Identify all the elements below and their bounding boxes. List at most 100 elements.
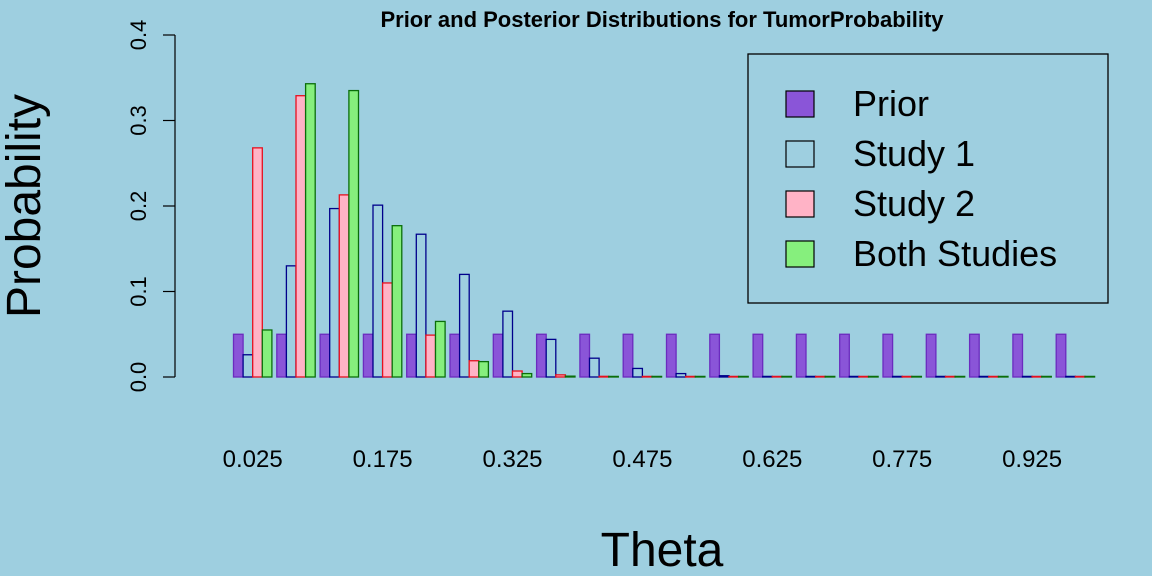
bar-study-1-0.575: Study 1 @ 0.575: 0.0015 bbox=[719, 376, 729, 377]
y-tick-label: 0.1 bbox=[126, 276, 151, 307]
bar-prior-0.075: Prior @ 0.075: 0.05 bbox=[277, 334, 287, 377]
bar-both-studies-0.875: Both Studies @ 0.875: 0 bbox=[998, 376, 1008, 377]
bar-both-studies-0.925: Both Studies @ 0.925: 0 bbox=[1042, 376, 1052, 377]
bar-study-2-0.875: Study 2 @ 0.875: 0 bbox=[989, 376, 999, 377]
bar-study-2-0.275: Study 2 @ 0.275: 0.019 bbox=[469, 361, 479, 377]
bar-study-1-0.775: Study 1 @ 0.775: 0 bbox=[893, 376, 903, 377]
y-tick-label: 0.4 bbox=[126, 20, 151, 51]
x-tick-label: 0.175 bbox=[353, 446, 413, 473]
legend-label: Both Studies bbox=[853, 233, 1057, 274]
bar-prior-0.325: Prior @ 0.325: 0.05 bbox=[493, 334, 503, 377]
bar-both-studies-0.025: Both Studies @ 0.025: 0.055 bbox=[262, 330, 272, 377]
bar-study-1-0.925: Study 1 @ 0.925: 0 bbox=[1023, 376, 1033, 377]
bar-both-studies-0.425: Both Studies @ 0.425: 0.0002 bbox=[609, 376, 619, 377]
bar-study-2-0.975: Study 2 @ 0.975: 0 bbox=[1075, 376, 1085, 377]
bar-both-studies-0.275: Both Studies @ 0.275: 0.018 bbox=[479, 362, 489, 377]
bar-both-studies-0.475: Both Studies @ 0.475: 0 bbox=[652, 376, 662, 377]
bar-both-studies-0.525: Both Studies @ 0.525: 0 bbox=[695, 376, 705, 377]
x-tick-label: 0.925 bbox=[1002, 446, 1062, 473]
bar-study-1-0.675: Study 1 @ 0.675: 0.0002 bbox=[806, 376, 816, 377]
bar-study-1-0.325: Study 1 @ 0.325: 0.077 bbox=[503, 311, 513, 377]
bar-study-2-0.075: Study 2 @ 0.075: 0.329 bbox=[296, 96, 306, 377]
legend-swatch-both-studies bbox=[786, 241, 814, 267]
bar-study-1-0.525: Study 1 @ 0.525: 0.004 bbox=[676, 374, 686, 377]
y-axis: 0.0 0.1 0.2 0.3 0.4 bbox=[126, 20, 175, 393]
bar-prior-0.125: Prior @ 0.125: 0.05 bbox=[320, 334, 330, 377]
bar-both-studies-0.225: Both Studies @ 0.225: 0.065 bbox=[436, 321, 446, 377]
bar-study-1-0.175: Study 1 @ 0.175: 0.201 bbox=[373, 205, 383, 377]
legend-swatch-study-1 bbox=[786, 141, 814, 167]
x-axis-label: Theta bbox=[601, 524, 724, 576]
bar-study-1-0.075: Study 1 @ 0.075: 0.13 bbox=[286, 266, 296, 377]
bar-study-2-0.525: Study 2 @ 0.525: 0.0001 bbox=[686, 376, 696, 377]
x-tick-label: 0.025 bbox=[223, 446, 283, 473]
bar-study-2-0.675: Study 2 @ 0.675: 0 bbox=[816, 376, 826, 377]
bar-study-1-0.825: Study 1 @ 0.825: 0 bbox=[936, 376, 946, 377]
bar-study-2-0.125: Study 2 @ 0.125: 0.213 bbox=[339, 195, 349, 377]
bar-study-1-0.975: Study 1 @ 0.975: 0 bbox=[1066, 376, 1076, 377]
bar-both-studies-0.075: Both Studies @ 0.075: 0.343 bbox=[306, 84, 316, 377]
bar-study-2-0.475: Study 2 @ 0.475: 0.0002 bbox=[642, 376, 652, 377]
bar-prior-0.425: Prior @ 0.425: 0.05 bbox=[580, 334, 590, 377]
bar-study-2-0.825: Study 2 @ 0.825: 0 bbox=[946, 376, 956, 377]
bar-prior-0.625: Prior @ 0.625: 0.05 bbox=[753, 334, 763, 377]
y-tick-label: 0.2 bbox=[126, 191, 151, 222]
bar-study-1-0.425: Study 1 @ 0.425: 0.022 bbox=[590, 358, 600, 377]
legend-swatch-prior bbox=[786, 91, 814, 117]
bar-prior-0.375: Prior @ 0.375: 0.05 bbox=[537, 334, 547, 377]
x-tick-labels: 0.025 0.175 0.325 0.475 0.625 0.775 0.925 bbox=[223, 446, 1062, 473]
bar-prior-0.275: Prior @ 0.275: 0.05 bbox=[450, 334, 460, 377]
legend-label: Study 2 bbox=[853, 183, 975, 224]
bar-both-studies-0.625: Both Studies @ 0.625: 0 bbox=[782, 376, 792, 377]
bar-both-studies-0.675: Both Studies @ 0.675: 0 bbox=[825, 376, 835, 377]
bar-study-2-0.775: Study 2 @ 0.775: 0 bbox=[902, 376, 912, 377]
legend: Prior Study 1 Study 2 Both Studies bbox=[748, 54, 1108, 303]
bar-study-2-0.375: Study 2 @ 0.375: 0.0025 bbox=[556, 375, 566, 377]
legend-label: Study 1 bbox=[853, 133, 975, 174]
bar-study-2-0.225: Study 2 @ 0.225: 0.049 bbox=[426, 335, 436, 377]
bar-study-2-0.925: Study 2 @ 0.925: 0 bbox=[1032, 376, 1042, 377]
legend-label: Prior bbox=[853, 83, 929, 124]
bar-prior-0.725: Prior @ 0.725: 0.05 bbox=[840, 334, 850, 377]
bar-study-2-0.625: Study 2 @ 0.625: 0 bbox=[772, 376, 782, 377]
bar-study-1-0.025: Study 1 @ 0.025: 0.026 bbox=[243, 355, 253, 377]
bar-both-studies-0.825: Both Studies @ 0.825: 0 bbox=[955, 376, 965, 377]
bar-prior-0.775: Prior @ 0.775: 0.05 bbox=[883, 334, 893, 377]
bar-both-studies-0.175: Both Studies @ 0.175: 0.177 bbox=[392, 226, 402, 377]
bar-both-studies-0.125: Both Studies @ 0.125: 0.335 bbox=[349, 91, 359, 377]
bar-prior-0.975: Prior @ 0.975: 0.05 bbox=[1056, 334, 1066, 377]
bar-study-1-0.275: Study 1 @ 0.275: 0.12 bbox=[460, 274, 470, 377]
bar-prior-0.825: Prior @ 0.825: 0.05 bbox=[926, 334, 936, 377]
bar-study-2-0.725: Study 2 @ 0.725: 0 bbox=[859, 376, 869, 377]
bar-study-1-0.225: Study 1 @ 0.225: 0.167 bbox=[416, 234, 426, 377]
x-tick-label: 0.775 bbox=[872, 446, 932, 473]
legend-swatch-study-2 bbox=[786, 191, 814, 217]
bar-study-2-0.175: Study 2 @ 0.175: 0.11 bbox=[383, 283, 393, 377]
x-tick-label: 0.325 bbox=[482, 446, 542, 473]
bar-study-1-0.475: Study 1 @ 0.475: 0.01 bbox=[633, 368, 643, 377]
bar-study-1-0.375: Study 1 @ 0.375: 0.044 bbox=[546, 339, 556, 377]
bar-study-1-0.625: Study 1 @ 0.625: 0.0005 bbox=[763, 376, 773, 377]
bar-prior-0.675: Prior @ 0.675: 0.05 bbox=[796, 334, 806, 377]
y-tick-label: 0.3 bbox=[126, 105, 151, 136]
bar-study-2-0.025: Study 2 @ 0.025: 0.268 bbox=[253, 148, 263, 377]
bar-prior-0.025: Prior @ 0.025: 0.05 bbox=[234, 334, 244, 377]
bar-prior-0.875: Prior @ 0.875: 0.05 bbox=[970, 334, 980, 377]
y-tick-label: 0.0 bbox=[126, 362, 151, 393]
chart-title: Prior and Posterior Distributions for Tu… bbox=[380, 7, 944, 32]
x-tick-label: 0.625 bbox=[742, 446, 802, 473]
bar-both-studies-0.975: Both Studies @ 0.975: 0 bbox=[1085, 376, 1095, 377]
bar-prior-0.925: Prior @ 0.925: 0.05 bbox=[1013, 334, 1023, 377]
bar-prior-0.225: Prior @ 0.225: 0.05 bbox=[407, 334, 417, 377]
bar-both-studies-0.375: Both Studies @ 0.375: 0.001 bbox=[565, 376, 575, 377]
y-axis-label: Probability bbox=[0, 94, 51, 318]
bar-study-2-0.575: Study 2 @ 0.575: 0 bbox=[729, 376, 739, 377]
bar-prior-0.525: Prior @ 0.525: 0.05 bbox=[667, 334, 677, 377]
bar-study-2-0.325: Study 2 @ 0.325: 0.007 bbox=[513, 371, 523, 377]
bar-prior-0.475: Prior @ 0.475: 0.05 bbox=[623, 334, 633, 377]
x-tick-label: 0.475 bbox=[612, 446, 672, 473]
bar-both-studies-0.775: Both Studies @ 0.775: 0 bbox=[912, 376, 922, 377]
bar-prior-0.575: Prior @ 0.575: 0.05 bbox=[710, 334, 720, 377]
bar-both-studies-0.575: Both Studies @ 0.575: 0 bbox=[739, 376, 749, 377]
